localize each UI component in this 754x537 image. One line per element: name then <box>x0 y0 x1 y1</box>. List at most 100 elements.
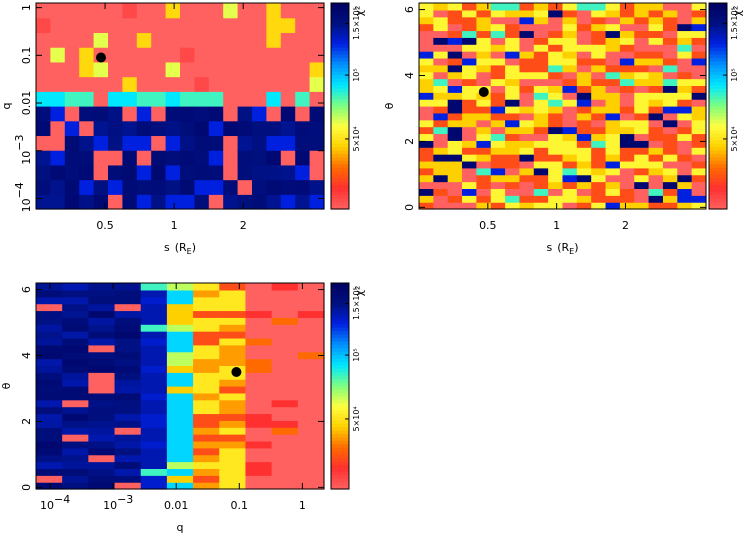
heatmap-cell <box>245 420 273 428</box>
heatmap-cell <box>193 427 220 435</box>
heatmap-cell <box>280 106 296 122</box>
heatmap-cell <box>223 17 239 34</box>
heatmap-cell <box>271 337 299 346</box>
heatmap-cell <box>591 181 607 189</box>
x-tick-label: 1 <box>553 219 560 232</box>
heatmap-cell <box>297 482 325 490</box>
heatmap-cell <box>223 32 239 48</box>
heatmap-cell <box>533 85 549 93</box>
heatmap-cell <box>462 133 477 141</box>
heatmap-cell <box>297 351 325 360</box>
heatmap-cell <box>505 44 521 52</box>
heatmap-cell <box>136 47 152 63</box>
heatmap-cell <box>193 406 220 415</box>
heatmap-cell <box>50 61 66 78</box>
heatmap-cell <box>297 420 325 428</box>
heatmap-cell <box>662 140 678 148</box>
heatmap-cell <box>79 106 95 122</box>
colorbar-band <box>331 403 349 408</box>
heatmap-cell <box>245 468 273 476</box>
heatmap-cell <box>36 289 63 298</box>
heatmap-cell <box>237 3 253 19</box>
heatmap-cell <box>634 16 650 25</box>
heatmap-cell <box>677 44 693 52</box>
heatmap-cell <box>88 337 116 346</box>
heatmap-cell <box>605 16 621 25</box>
heatmap-cell <box>208 61 224 78</box>
heatmap-cell <box>490 85 506 93</box>
heatmap-cell <box>490 78 506 86</box>
heatmap-cell <box>62 358 89 366</box>
heatmap-cell <box>433 112 449 121</box>
heatmap-cell <box>605 85 621 93</box>
heatmap-cell <box>677 92 693 100</box>
heatmap-cell <box>64 150 80 166</box>
heatmap-cell <box>662 202 678 210</box>
heatmap-cell <box>505 181 521 189</box>
y-axis-label: q <box>0 103 13 110</box>
heatmap-cell <box>576 23 592 32</box>
heatmap-cell <box>180 61 195 78</box>
colorbar-band <box>709 68 727 73</box>
heatmap-cell <box>193 413 220 421</box>
heatmap-cell <box>648 64 664 73</box>
heatmap-cell <box>634 85 650 93</box>
heatmap-cell <box>619 167 635 176</box>
colorbar-band <box>331 416 349 421</box>
heatmap-cell <box>36 468 63 476</box>
heatmap-cell <box>476 9 492 18</box>
heatmap-cell <box>193 303 220 312</box>
heatmap-cell <box>309 47 325 63</box>
heatmap-cell <box>309 106 325 122</box>
heatmap-cells <box>36 3 325 210</box>
heatmap-cell <box>266 3 282 19</box>
heatmap-cell <box>36 303 63 312</box>
heatmap-cell <box>419 9 434 18</box>
heatmap-cell <box>691 160 707 169</box>
heatmap-cell <box>114 406 142 415</box>
heatmap-cell <box>462 112 477 121</box>
heatmap-cell <box>605 64 621 73</box>
heatmap-cell <box>433 57 449 66</box>
heatmap-cell <box>519 202 535 210</box>
heatmap-cell <box>166 310 194 318</box>
colorbar-band <box>331 13 349 18</box>
heatmap-cell <box>677 99 693 107</box>
heatmap-cell <box>50 17 66 34</box>
heatmap-cell <box>295 61 311 78</box>
heatmap-cell <box>88 358 116 366</box>
heatmap-cell <box>194 91 210 107</box>
heatmap-cell <box>562 106 578 114</box>
heatmap-cell <box>533 51 549 59</box>
heatmap-cell <box>297 454 325 463</box>
heatmap-cell <box>219 289 247 298</box>
heatmap-cell <box>576 154 592 162</box>
heatmap-cell <box>194 47 210 63</box>
heatmap-cell <box>505 106 521 114</box>
heatmap-cell <box>271 358 299 366</box>
colorbar-band <box>709 44 727 49</box>
colorbar-band <box>331 283 349 288</box>
heatmap-cell <box>533 71 549 80</box>
heatmap-cell <box>271 399 299 408</box>
heatmap-cell <box>419 174 434 183</box>
heatmap-cell <box>447 154 463 162</box>
heatmap-cell <box>619 57 635 66</box>
colorbar-band <box>331 420 349 425</box>
x-axis-label-symbol: s <box>164 241 170 254</box>
heatmap-cell <box>433 126 449 135</box>
heatmap-cell <box>505 195 521 203</box>
heatmap-cell <box>140 427 168 435</box>
heatmap-cell <box>519 71 535 80</box>
heatmap-cell <box>476 202 492 210</box>
colorbar-band <box>709 164 727 169</box>
heatmap-cell <box>619 64 635 73</box>
heatmap-cell <box>591 64 607 73</box>
heatmap-cell <box>447 181 463 189</box>
heatmap-cell <box>36 283 63 291</box>
heatmap-cell <box>476 78 492 86</box>
colorbar-band <box>331 116 349 121</box>
heatmap-cell <box>79 3 95 19</box>
heatmap-cell <box>245 317 273 325</box>
heatmap-cell <box>140 296 168 305</box>
